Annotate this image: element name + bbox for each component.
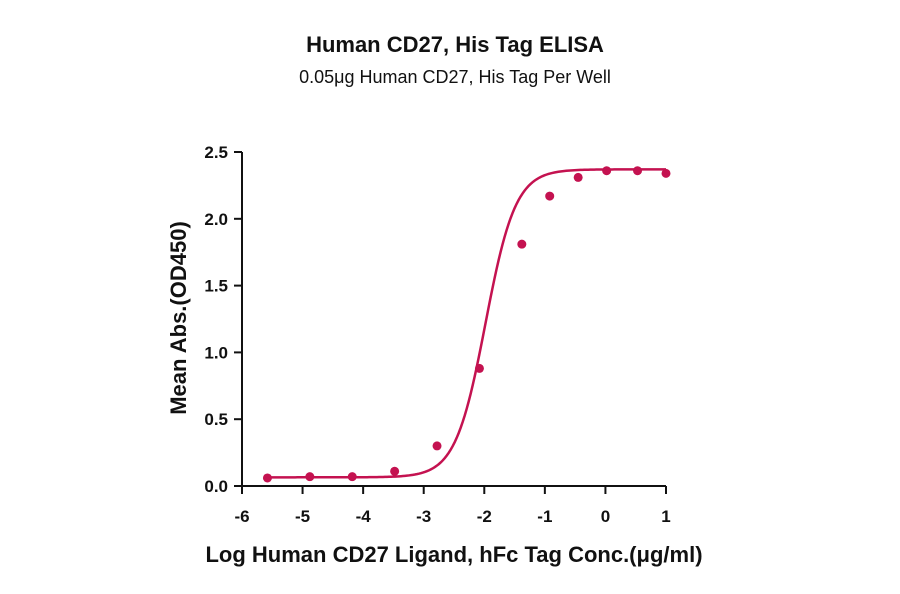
x-tick-label: -6 (234, 507, 249, 526)
x-axis: -6 -5 -4 -3 -2 -1 0 1 (234, 485, 671, 526)
x-tick-label: -4 (356, 507, 372, 526)
data-point (305, 472, 315, 482)
data-point (432, 441, 442, 451)
data-point (633, 166, 643, 176)
data-point (661, 168, 671, 178)
x-tick-label: -1 (537, 507, 552, 526)
data-point (474, 363, 484, 373)
x-tick-label: 1 (661, 507, 670, 526)
y-tick-label: 1.5 (204, 277, 228, 296)
data-point (347, 472, 357, 482)
data-point (602, 166, 612, 176)
x-tick-label: -5 (295, 507, 310, 526)
y-tick-label: 0.0 (204, 477, 228, 496)
y-tick-label: 1.0 (204, 343, 228, 362)
y-tick-label: 0.5 (204, 410, 228, 429)
plot-area (262, 166, 671, 483)
y-axis-label: Mean Abs.(OD450) (166, 221, 191, 415)
data-point (573, 172, 583, 182)
x-tick-label: -2 (477, 507, 492, 526)
x-axis-label: Log Human CD27 Ligand, hFc Tag Conc.(μg/… (205, 542, 702, 567)
fit-curve (267, 168, 666, 479)
x-tick-label: -3 (416, 507, 431, 526)
y-tick-label: 2.0 (204, 210, 228, 229)
data-point (517, 239, 527, 249)
x-tick-label: 0 (601, 507, 610, 526)
data-point (262, 473, 272, 483)
y-ticks: 0.0 0.5 1.0 1.5 2.0 2.5 (204, 143, 242, 496)
y-axis: 0.0 0.5 1.0 1.5 2.0 2.5 (204, 143, 243, 496)
data-point (545, 191, 555, 201)
y-tick-label: 2.5 (204, 143, 228, 162)
x-ticks: -6 -5 -4 -3 -2 -1 0 1 (234, 486, 671, 526)
chart-subtitle: 0.05μg Human CD27, His Tag Per Well (299, 67, 611, 87)
chart-title: Human CD27, His Tag ELISA (306, 32, 604, 57)
data-point (390, 466, 400, 476)
